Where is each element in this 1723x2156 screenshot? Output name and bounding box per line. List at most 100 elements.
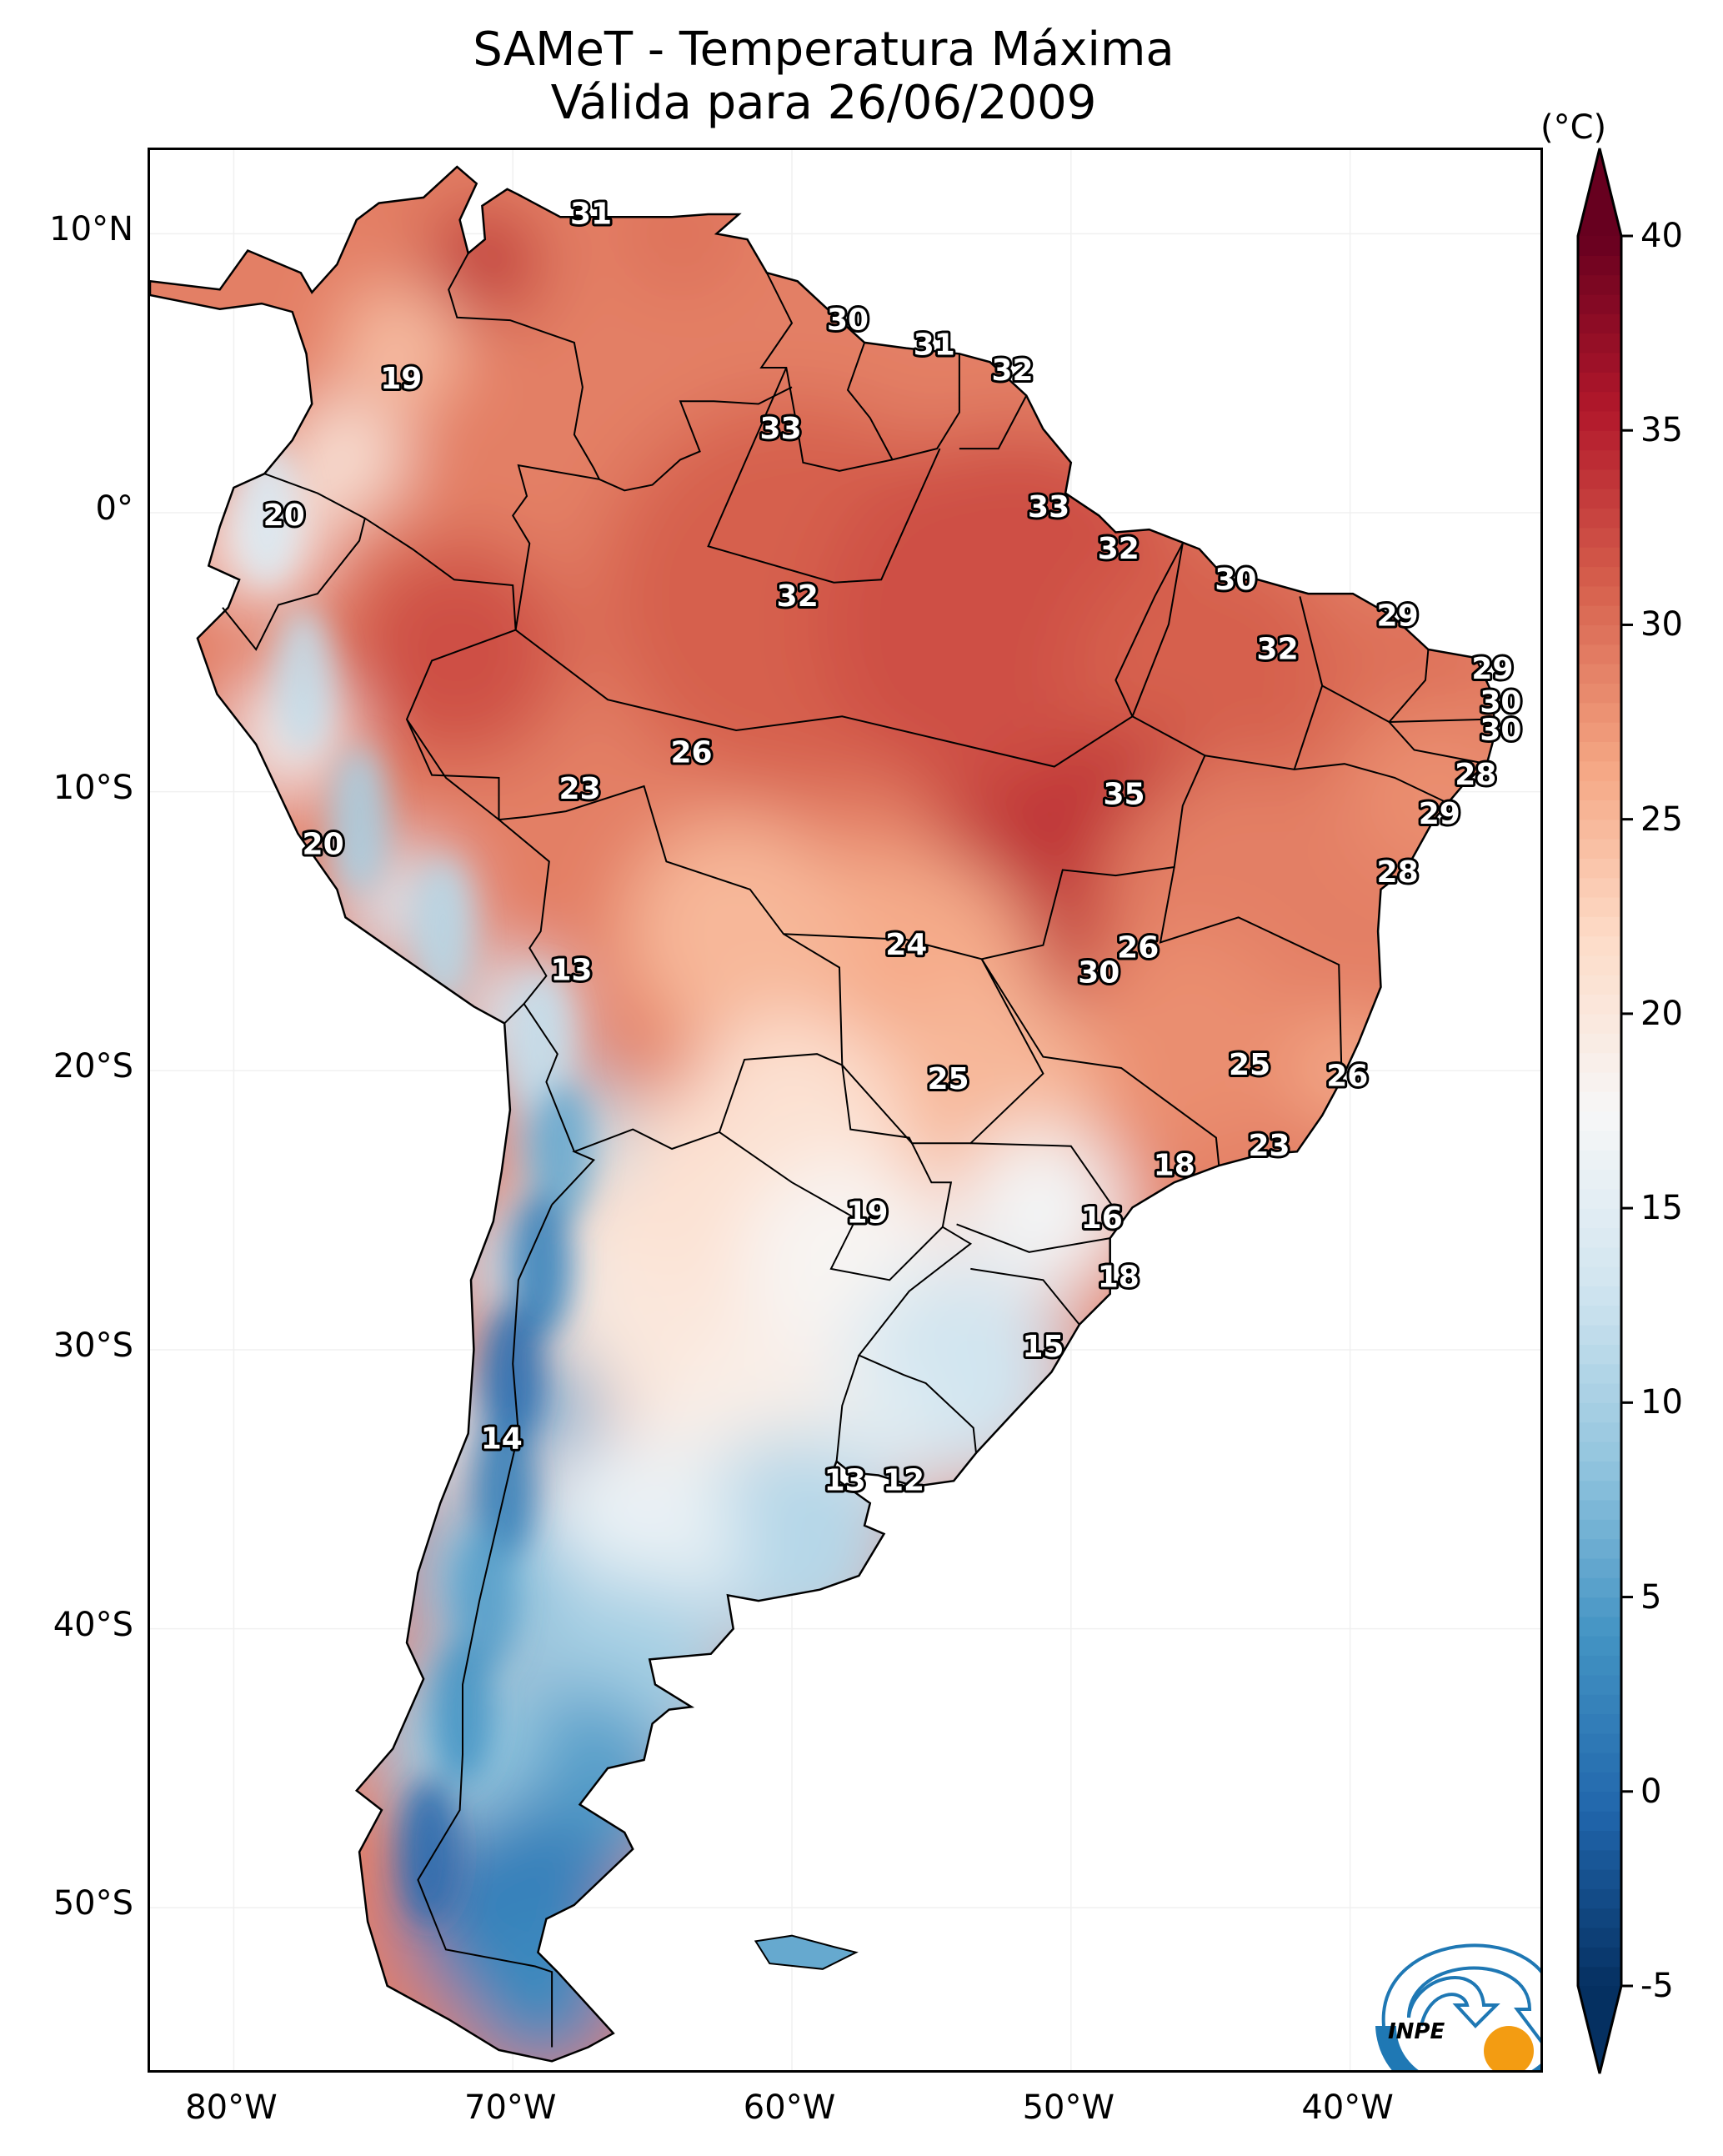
colorbar-level — [1578, 1150, 1621, 1171]
colorbar-level — [1578, 1655, 1621, 1676]
colorbar-level — [1578, 1616, 1621, 1637]
colorbar-level — [1578, 1033, 1621, 1054]
y-tick-label: 30°S — [53, 1326, 133, 1365]
temperature-value-label: 26 — [1326, 1060, 1368, 1094]
temperature-blob — [959, 1126, 1127, 1295]
colorbar-level — [1578, 527, 1621, 548]
temperature-value-label: 19 — [846, 1196, 888, 1231]
temperature-value-label: 20 — [263, 499, 305, 533]
temperature-value-label: 29 — [1419, 797, 1460, 831]
temperature-value-label: 30 — [1078, 956, 1119, 990]
colorbar-level — [1578, 800, 1621, 820]
temperature-value-label: 13 — [824, 1464, 866, 1498]
temperature-value-label: 30 — [1215, 563, 1256, 597]
logo-swoosh — [1375, 2026, 1540, 2070]
colorbar-level — [1578, 1383, 1621, 1403]
colorbar-level — [1578, 255, 1621, 276]
colorbar-level — [1578, 1188, 1621, 1209]
border-line — [1159, 866, 1343, 1080]
temperature-value-label: 14 — [481, 1422, 523, 1457]
logo-inner-arrow — [1407, 1976, 1500, 2028]
temperature-blob — [289, 401, 402, 514]
colorbar-level — [1578, 449, 1621, 470]
colorbar-level — [1578, 644, 1621, 664]
map-subtitle: Válida para 26/06/2009 — [550, 76, 1097, 130]
border-line — [959, 395, 1028, 450]
colorbar-level — [1578, 1246, 1621, 1267]
falkland-islands — [754, 1934, 859, 1970]
colorbar-level — [1578, 1811, 1621, 1832]
border-line — [599, 386, 793, 492]
colorbar-ticks — [1621, 234, 1633, 1988]
colorbar-level — [1578, 1305, 1621, 1326]
colorbar-level — [1578, 896, 1621, 917]
andes-cold-area — [473, 1416, 536, 1562]
colorbar-level — [1578, 877, 1621, 898]
colorbar-level — [1578, 566, 1621, 587]
border-line — [970, 1142, 1123, 1220]
temperature-value-label: 31 — [914, 328, 955, 363]
colorbar-level — [1578, 664, 1621, 684]
y-tick-label: 50°S — [53, 1884, 133, 1923]
andes-cold-area — [482, 1305, 544, 1451]
x-tick-label: 60°W — [743, 2088, 836, 2127]
border-line — [1321, 649, 1430, 724]
andes-cold-area — [273, 607, 334, 753]
colorbar-tick-label: 0 — [1640, 1772, 1662, 1811]
temperature-value-label: 32 — [991, 353, 1033, 388]
temperature-value-label: 12 — [883, 1464, 924, 1498]
temperature-value-label: 25 — [927, 1062, 969, 1096]
map-frame: 31 19 30 31 32 33 20 33 32 30 32 29 32 29 30 30 26 23 35 28… — [148, 148, 1543, 2073]
colorbar-level — [1578, 1694, 1621, 1715]
colorbar-level — [1578, 994, 1621, 1015]
border-line — [857, 1226, 977, 1453]
temperature-value-label: 18 — [1154, 1149, 1195, 1183]
temperature-value-label: 35 — [1103, 778, 1144, 812]
colorbar-level — [1578, 1461, 1621, 1482]
border-line — [512, 464, 600, 630]
temperature-value-label: 13 — [550, 953, 592, 987]
colorbar-level — [1578, 1266, 1621, 1286]
colorbar-level — [1578, 605, 1621, 626]
colorbar-level — [1578, 683, 1621, 704]
colorbar-level — [1578, 1674, 1621, 1695]
colorbar-level — [1578, 955, 1621, 975]
colorbar-level — [1578, 547, 1621, 568]
colorbar-level — [1578, 333, 1621, 353]
colorbar-level — [1578, 1732, 1621, 1753]
colorbar-tick-label: 35 — [1640, 411, 1683, 450]
colorbar-level — [1578, 274, 1621, 295]
colorbar-level — [1578, 702, 1621, 723]
colorbar-level — [1578, 372, 1621, 393]
colorbar-level — [1578, 391, 1621, 412]
colorbar-level — [1578, 1208, 1621, 1229]
temperature-value-label: 18 — [1098, 1260, 1139, 1294]
x-tick-label: 50°W — [1022, 2088, 1115, 2127]
colorbar-level — [1578, 858, 1621, 879]
border-line — [417, 1204, 553, 2048]
colorbar-level — [1578, 780, 1621, 800]
x-tick-label: 40°W — [1301, 2088, 1394, 2127]
colorbar-level — [1578, 1772, 1621, 1792]
colorbar-level — [1578, 1752, 1621, 1773]
andes-cold-area — [328, 747, 390, 893]
border-line — [364, 517, 517, 630]
colorbar-level — [1578, 1071, 1621, 1092]
colorbar-level — [1578, 489, 1621, 509]
temperature-value-label: 29 — [1377, 599, 1419, 633]
colorbar-steps — [1578, 148, 1621, 2073]
andes-cold-area — [529, 1081, 591, 1227]
colorbar-level — [1578, 1928, 1621, 1948]
border-line — [514, 543, 1184, 768]
colorbar-level — [1578, 819, 1621, 840]
border-line — [1114, 543, 1184, 717]
colorbar-level — [1578, 1227, 1621, 1248]
colorbar-level — [1578, 1363, 1621, 1384]
border-line — [222, 473, 366, 651]
colorbar-level — [1578, 838, 1621, 859]
colorbar-level — [1578, 1947, 1621, 1968]
temperature-value-label: 16 — [1081, 1201, 1123, 1236]
temperature-value-label: 31 — [570, 198, 612, 232]
